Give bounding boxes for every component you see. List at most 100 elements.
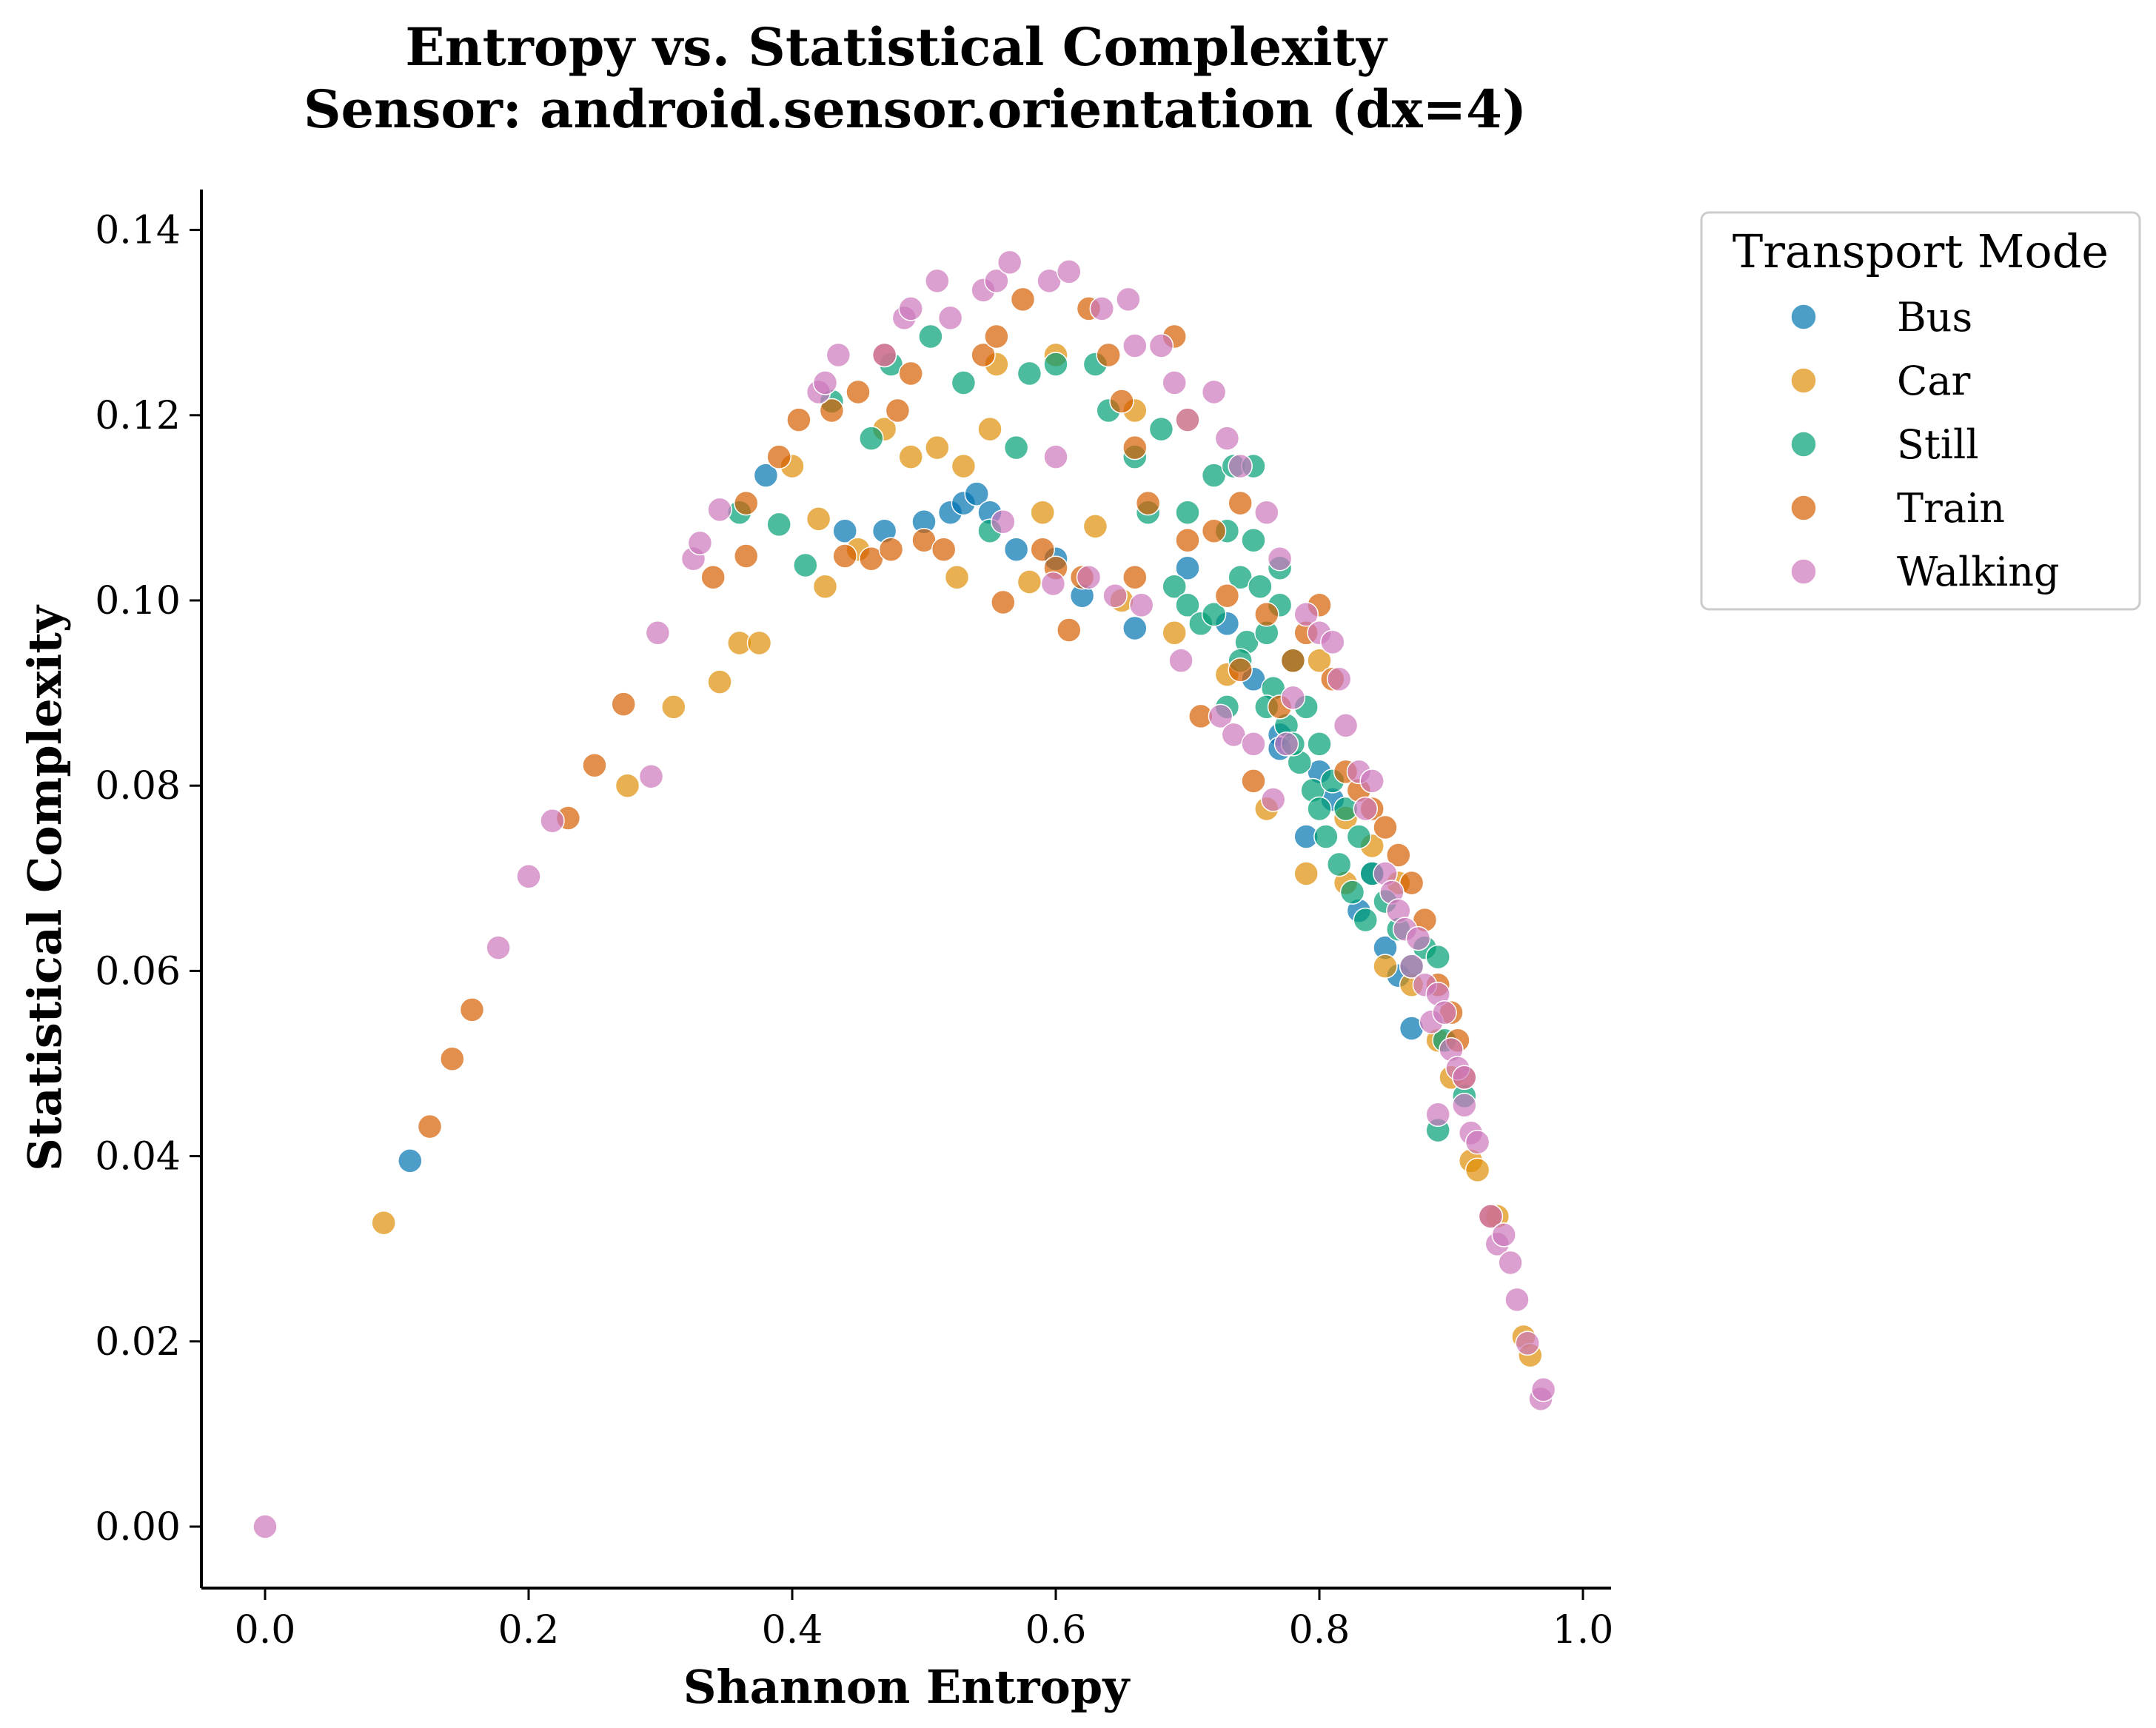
data-point [615,773,640,798]
data-point [786,407,811,432]
data-point [1464,1130,1490,1155]
y-tick-label: 0.10 [95,579,181,623]
data-point [1175,527,1200,553]
data-point [1254,602,1279,627]
data-point [997,250,1022,275]
y-tick-label: 0.12 [95,394,181,438]
data-point [1162,370,1187,395]
data-point [1353,907,1379,933]
data-point [1076,564,1102,590]
data-point [1241,527,1266,553]
data-point [1267,546,1293,572]
data-point [846,379,871,405]
data-point [1425,1102,1450,1128]
data-point [661,694,686,720]
data-point [1162,574,1187,599]
data-point [753,463,779,488]
data-point [984,268,1009,294]
data-point [1122,435,1148,461]
data-point [1399,954,1424,979]
data-point [898,444,923,469]
data-point [1339,880,1365,905]
data-point [812,574,838,599]
data-point [1386,843,1411,868]
data-point [991,509,1016,535]
data-point [645,620,671,646]
legend-item-walking: Walking [1790,549,2060,595]
data-point [977,416,1002,442]
data-point [1478,1204,1504,1229]
data-point [1208,703,1233,729]
data-point [733,490,759,516]
data-point [687,530,713,556]
data-point [1201,379,1227,405]
data-point [1241,731,1266,757]
series-still [727,324,1477,1143]
data-point [766,444,791,469]
y-tick-label: 0.04 [95,1135,181,1179]
data-point [1175,407,1200,432]
data-point [1040,571,1066,597]
legend-label: Bus [1897,294,1972,341]
legend-marker [1790,431,1817,458]
data-point [832,518,857,543]
x-tick-label: 0.4 [762,1608,823,1652]
data-point [918,324,943,349]
data-point [1057,617,1082,643]
data-point [1096,342,1121,368]
data-point [806,506,831,532]
series-walking [252,250,1556,1539]
data-point [1464,1157,1490,1183]
data-point [1102,583,1128,609]
data-point [1373,814,1398,840]
data-point [638,763,664,789]
data-point [937,305,963,331]
data-point [1030,500,1055,525]
x-ticks: 0.0 0.2 0.4 0.6 0.8 1.0 [235,1588,1613,1652]
data-point [951,370,977,395]
data-point [1082,514,1108,539]
data-point [707,669,732,694]
data-point [1515,1330,1540,1356]
y-tick-label: 0.00 [95,1505,181,1550]
data-point [944,564,970,590]
data-point [516,864,541,889]
x-tick-label: 0.6 [1025,1608,1087,1652]
data-point [1491,1222,1516,1248]
data-point [1168,648,1194,674]
data-point [1452,1093,1477,1118]
data-point [486,935,511,960]
data-point [733,543,759,569]
data-point [1162,620,1187,646]
data-point [826,342,851,368]
data-point [746,630,772,656]
legend-marker [1790,558,1817,585]
data-point [1530,1377,1556,1402]
x-tick-label: 0.8 [1289,1608,1350,1652]
data-point [885,398,911,423]
data-point [398,1148,423,1173]
legend-label: Car [1897,358,1971,404]
data-point [1228,490,1253,516]
data-point [1228,657,1253,683]
data-point [1201,602,1227,627]
data-point [1260,787,1286,812]
data-point [1214,426,1240,451]
data-point [1248,574,1273,599]
data-point [898,296,923,321]
data-point [540,808,565,834]
data-point [925,435,950,461]
data-point [1017,361,1042,386]
data-point [707,497,732,523]
data-point [1201,518,1227,543]
data-point [1313,824,1339,849]
legend-title: Transport Mode [1732,224,2109,278]
data-point [1128,592,1154,618]
legend-label: Train [1897,485,2005,532]
data-point [766,512,791,538]
y-ticks: 0.00 0.02 0.04 0.06 0.08 0.10 0.12 0.14 [95,209,201,1550]
legend-marker [1790,367,1817,394]
data-point [898,361,923,386]
data-point [1333,713,1359,738]
data-point [1175,500,1200,525]
